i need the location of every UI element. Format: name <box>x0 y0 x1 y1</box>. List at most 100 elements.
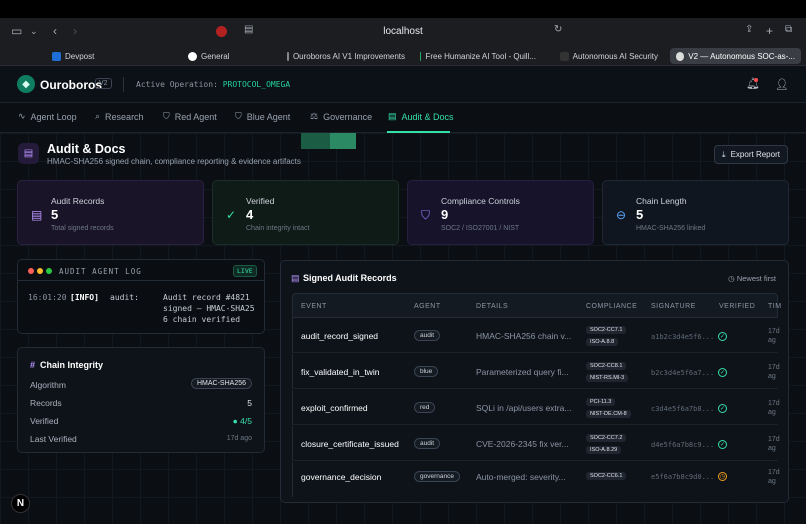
time-text: 17d <box>768 469 780 476</box>
log-message: Audit record #4821 <box>163 293 250 302</box>
favicon-icon <box>52 51 61 61</box>
browser-tab[interactable]: Ouroboros AI V1 Improvements <box>281 48 411 64</box>
page-subtitle: HMAC-SHA256 signed chain, compliance rep… <box>47 157 301 166</box>
window-dot-green <box>46 268 52 274</box>
table-row[interactable]: exploit_confirmed red SQLi in /api/users… <box>292 390 780 425</box>
chevron-down-icon[interactable]: ⌄ <box>30 26 38 36</box>
tab-audit-docs[interactable]: ▤ Audit & Docs <box>388 111 454 122</box>
table-row[interactable]: audit_record_signed audit HMAC-SHA256 ch… <box>292 318 780 353</box>
back-icon[interactable]: ‹ <box>53 24 57 38</box>
compliance-tag: NIST-DE.CM-8 <box>586 410 631 418</box>
tab-blue-agent[interactable]: ⛉ Blue Agent <box>235 111 290 122</box>
time-text: ag <box>768 445 776 452</box>
verified-check-icon: ✓ <box>718 404 727 413</box>
stop-icon[interactable] <box>216 26 227 37</box>
notification-dot <box>754 78 758 82</box>
chain-integrity-panel: # Chain Integrity Algorithm HMAC-SHA256 R… <box>17 347 265 453</box>
sort-control[interactable]: ◷ Newest first <box>728 274 776 283</box>
stat-sub: SOC2 / ISO27001 / NIST <box>441 225 520 232</box>
column-header: AGENT <box>414 303 441 310</box>
new-tab-icon[interactable]: + <box>766 24 774 38</box>
next-dev-badge-icon[interactable]: N <box>11 494 30 513</box>
tab-label: Governance <box>323 111 373 122</box>
tab-label: General <box>201 51 230 61</box>
tab-agent-loop[interactable]: ∿ Agent Loop <box>18 111 77 122</box>
compliance-tag: SOC2-CC6.1 <box>586 472 627 480</box>
table-row[interactable]: governance_decision governance Auto-merg… <box>292 462 780 497</box>
browser-tab[interactable]: Devpost <box>46 48 156 64</box>
event-name: exploit_confirmed <box>301 403 368 413</box>
agent-tag: audit <box>414 438 441 449</box>
document-icon: ▤ <box>291 273 300 283</box>
signature: d4e5f6a7b8c9... <box>651 441 715 449</box>
user-icon[interactable]: 👤︎ <box>775 79 789 91</box>
records-value: 5 <box>247 398 252 408</box>
chain-row-label: Verified <box>30 416 59 426</box>
signature: b2c3d4e5f6a7... <box>651 369 715 377</box>
log-message: 6 chain verified <box>163 315 241 324</box>
browser-tab[interactable]: Free Humanize AI Tool - Quill... <box>414 48 542 64</box>
stat-label: Audit Records <box>51 196 105 206</box>
audit-agent-log: AUDIT AGENT LOG LIVE 16:01:20 [INFO] aud… <box>17 259 265 334</box>
tab-research[interactable]: ⌕ Research <box>95 111 144 122</box>
verified-check-icon: ✓ <box>718 440 727 449</box>
tab-label: Audit & Docs <box>401 111 454 122</box>
table-row[interactable]: closure_certificate_issued audit CVE-202… <box>292 426 780 461</box>
agent-tag: governance <box>414 471 460 482</box>
forward-icon[interactable]: › <box>73 24 77 38</box>
details-text: Auto-merged: severity... <box>476 472 566 482</box>
pending-clock-icon: ◷ <box>718 472 727 481</box>
favicon-icon <box>560 51 569 61</box>
favicon-icon <box>287 51 289 61</box>
export-report-button[interactable]: ⤓ Export Report <box>714 145 788 164</box>
stat-sub: Chain integrity intact <box>246 225 310 232</box>
tab-overview-icon[interactable]: ⧉ <box>785 24 793 35</box>
sidebar-toggle-icon[interactable]: ▭ <box>11 24 23 38</box>
signature: e5f6a7b8c9d0... <box>651 473 715 481</box>
reader-icon[interactable]: ▤ <box>244 24 254 35</box>
tab-label: Research <box>105 111 144 122</box>
browser-tab[interactable]: Autonomous AI Security <box>554 48 664 64</box>
time-text: ag <box>768 409 776 416</box>
compliance-tag: NIST-RS.MI-3 <box>586 374 629 382</box>
column-header: TIM <box>768 303 782 310</box>
browser-tab-active[interactable]: V2 — Autonomous SOC-as-... <box>670 48 801 64</box>
log-level: [INFO] <box>70 293 99 302</box>
stat-value: 5 <box>636 207 644 222</box>
table-row[interactable]: fix_validated_in_twin blue Parameterized… <box>292 354 780 389</box>
column-header: VERIFIED <box>719 303 756 310</box>
event-name: governance_decision <box>301 472 382 482</box>
stat-sub: HMAC-SHA256 linked <box>636 225 706 232</box>
log-time: 16:01:20 <box>28 293 67 302</box>
compliance-tag: SOC2-CC8.1 <box>586 362 627 370</box>
browser-tab[interactable]: General <box>182 48 282 64</box>
tab-red-agent[interactable]: ⛉ Red Agent <box>163 111 217 122</box>
details-text: SQLi in /api/users extra... <box>476 403 572 413</box>
time-text: ag <box>768 337 776 344</box>
compliance-tag: ISO-A.8.8 <box>586 338 619 346</box>
browser-toolbar: ▭ ⌄ ‹ › ▤ localhost ↻ ⇪ + ⧉ <box>0 18 806 46</box>
compliance-tag: SOC2-CC7.1 <box>586 326 627 334</box>
signature: a1b2c3d4e5f6... <box>651 333 715 341</box>
details-text: HMAC-SHA256 chain v... <box>476 331 572 341</box>
log-header: AUDIT AGENT LOG LIVE <box>18 260 264 281</box>
stat-value: 9 <box>441 207 449 222</box>
favicon-icon <box>676 51 685 61</box>
tab-governance[interactable]: ⚖︎ Governance <box>310 111 372 122</box>
verified-check-icon: ✓ <box>718 332 727 341</box>
active-operation: Active Operation: PROTOCOL_OMEGA <box>136 80 290 89</box>
address-bar[interactable]: localhost <box>383 26 423 37</box>
column-header: DETAILS <box>476 303 509 310</box>
time-text: 17d <box>768 436 780 443</box>
algorithm-badge: HMAC-SHA256 <box>190 378 252 389</box>
stat-card-audit-records: ▤ Audit Records 5 Total signed records <box>17 180 204 245</box>
stat-sub: Total signed records <box>51 225 114 232</box>
active-tab-indicator <box>387 131 450 133</box>
favicon-icon <box>420 51 422 61</box>
shield-icon: ⛉ <box>163 111 170 121</box>
share-icon[interactable]: ⇪ <box>745 24 754 35</box>
check-circle-icon: ✓ <box>226 208 237 222</box>
decorative-block <box>330 133 356 149</box>
shield-check-icon: ⛉ <box>235 111 242 121</box>
reload-icon[interactable]: ↻ <box>554 24 563 35</box>
